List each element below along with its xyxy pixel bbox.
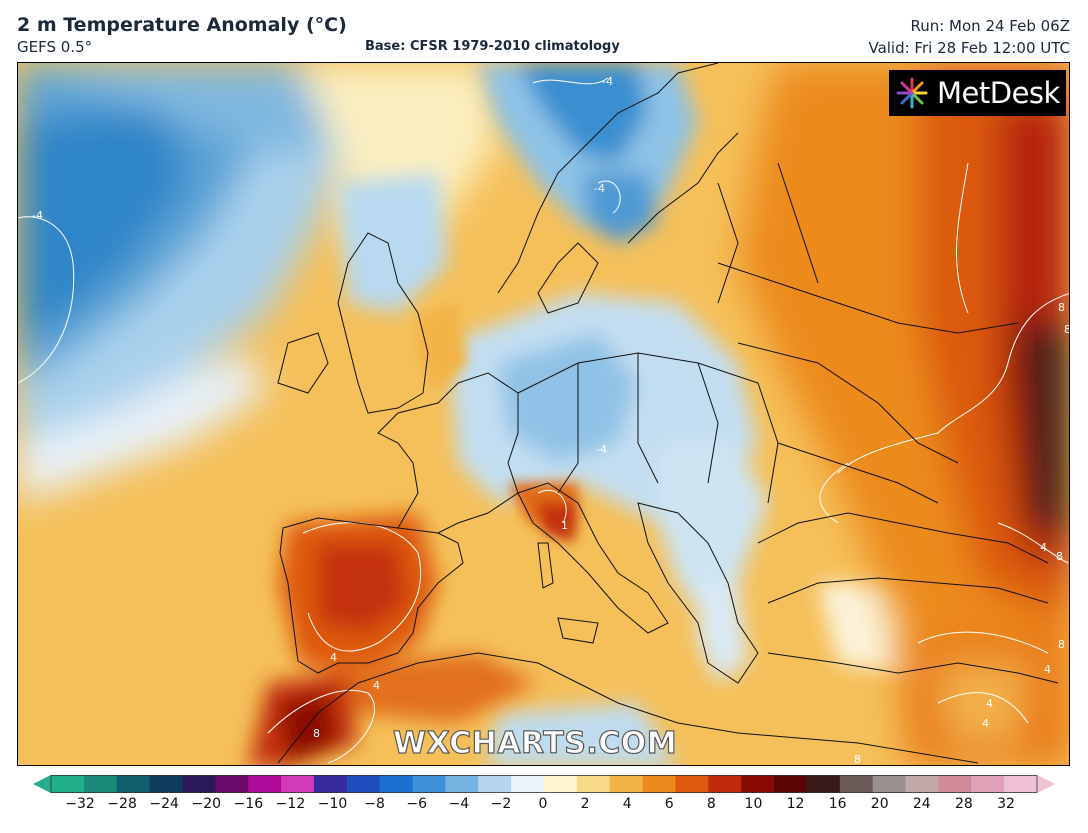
colorbar-tick-label: −32 — [65, 796, 95, 812]
contour-label: 4 — [986, 697, 993, 710]
colorbar-segment — [445, 775, 479, 793]
coastlines — [277, 63, 1059, 764]
colorbar-segment — [675, 775, 709, 793]
colorbar-segment — [478, 775, 512, 793]
colorbar-tick-label: −8 — [364, 796, 385, 812]
map-field: -4 -4 -4 -4 8 8 4 4 1 4 8 4 4 8 8 4 8 — [18, 63, 1070, 766]
colorbar-tick-label: 20 — [870, 796, 889, 812]
colorbar-tick-label: 10 — [744, 796, 763, 812]
contour-label: 4 — [1044, 663, 1051, 676]
colorbar-tick-label: 16 — [828, 796, 847, 812]
colorbar-tick-label: 2 — [580, 796, 590, 812]
colorbar-tick-label: −6 — [406, 796, 428, 812]
colorbar-segment — [905, 775, 939, 793]
colorbar-segment — [182, 775, 216, 793]
colorbar-segment — [215, 775, 249, 793]
colorbar-tick-label: −24 — [149, 796, 179, 812]
colorbar-segment — [839, 775, 874, 793]
colorbar-min-arrow — [33, 775, 51, 793]
contour-label: 8 — [1058, 638, 1065, 651]
contour-label: 8 — [1064, 323, 1070, 336]
contour-label: -4 — [594, 182, 605, 195]
colorbar-segment — [708, 775, 742, 793]
contour-label: 4 — [982, 717, 989, 730]
climatology-label: Base: CFSR 1979-2010 climatology — [365, 39, 620, 54]
colorbar-segment — [576, 775, 611, 793]
colorbar — [33, 775, 1055, 793]
anomaly-map: -4 -4 -4 -4 8 8 4 4 1 4 8 4 4 8 8 4 8 — [17, 62, 1070, 766]
colorbar-tick-label: 0 — [538, 796, 548, 812]
contour-label: 4 — [373, 679, 380, 692]
colorbar-tick-label: 8 — [706, 796, 716, 812]
colorbar-ticks: −32 −28 −24 −20 −16 −12 −10 −8 −6 −4 −2 0 2 4 6 8 10 12 16… — [0, 796, 1088, 816]
colorbar-segment — [149, 775, 183, 793]
colorbar-segment — [346, 775, 381, 793]
colorbar-segment — [774, 775, 808, 793]
valid-time-label: Valid: Fri 28 Feb 12:00 UTC — [868, 39, 1070, 57]
metdesk-burst-icon — [896, 77, 928, 109]
colorbar-tick-label: −2 — [490, 796, 512, 812]
contour-label: -4 — [596, 443, 607, 456]
colorbar-tick-label: −10 — [317, 796, 348, 812]
colorbar-segment — [116, 775, 151, 793]
colorbar-segment — [412, 775, 446, 793]
colorbar-segment — [248, 775, 282, 793]
colorbar-segment — [1004, 775, 1038, 793]
colorbar-segment — [313, 775, 348, 793]
colorbar-tick-label: −28 — [107, 796, 137, 812]
run-label: Run: Mon 24 Feb 06Z — [910, 17, 1070, 35]
colorbar-segment — [83, 775, 118, 793]
colorbar-segment — [806, 775, 841, 793]
colorbar-tick-label: 6 — [664, 796, 674, 812]
contour-label: -4 — [602, 75, 613, 88]
colorbar-tick-label: −12 — [275, 796, 306, 812]
logo-text: MetDesk — [937, 76, 1060, 110]
colorbar-segment — [609, 775, 644, 793]
colorbar-tick-label: −20 — [191, 796, 222, 812]
colorbar-segment — [872, 775, 907, 793]
colorbar-tick-label: −16 — [233, 796, 264, 812]
contour-label: 8 — [854, 753, 861, 766]
contour-label: 4 — [1040, 541, 1047, 554]
colorbar-segment — [511, 775, 545, 793]
contour-label: 1 — [561, 519, 568, 532]
colorbar-segment — [51, 775, 85, 793]
colorbar-tick-label: −4 — [448, 796, 470, 812]
colorbar-segment — [379, 775, 414, 793]
colorbar-max-arrow — [1037, 775, 1055, 793]
colorbar-segment — [544, 775, 578, 793]
contour-label: 8 — [313, 727, 320, 740]
colorbar-segment — [642, 775, 676, 793]
colorbar-segment — [971, 775, 1005, 793]
wxcharts-watermark: WXCHARTS.COM — [392, 725, 678, 761]
colorbar-segment — [741, 775, 775, 793]
contour-labels: -4 -4 -4 -4 8 8 4 4 1 4 8 4 4 8 8 4 8 — [32, 75, 1070, 766]
contour-label: 8 — [1058, 301, 1065, 314]
contour-lines — [18, 77, 1069, 764]
colorbar-segment — [281, 775, 315, 793]
contour-label: 8 — [1056, 550, 1063, 563]
colorbar-tick-label: 28 — [954, 796, 973, 812]
colorbar-tick-label: 24 — [912, 796, 931, 812]
colorbar-segment — [938, 775, 972, 793]
colorbar-tick-label: 32 — [997, 796, 1015, 812]
colorbar-tick-label: 12 — [786, 796, 805, 812]
contour-label: 4 — [330, 651, 337, 664]
colorbar-tick-label: 4 — [622, 796, 632, 812]
contour-label: -4 — [32, 209, 43, 222]
model-label: GEFS 0.5° — [17, 38, 93, 56]
chart-title: 2 m Temperature Anomaly (°C) — [17, 14, 347, 36]
metdesk-logo: MetDesk — [889, 70, 1066, 116]
